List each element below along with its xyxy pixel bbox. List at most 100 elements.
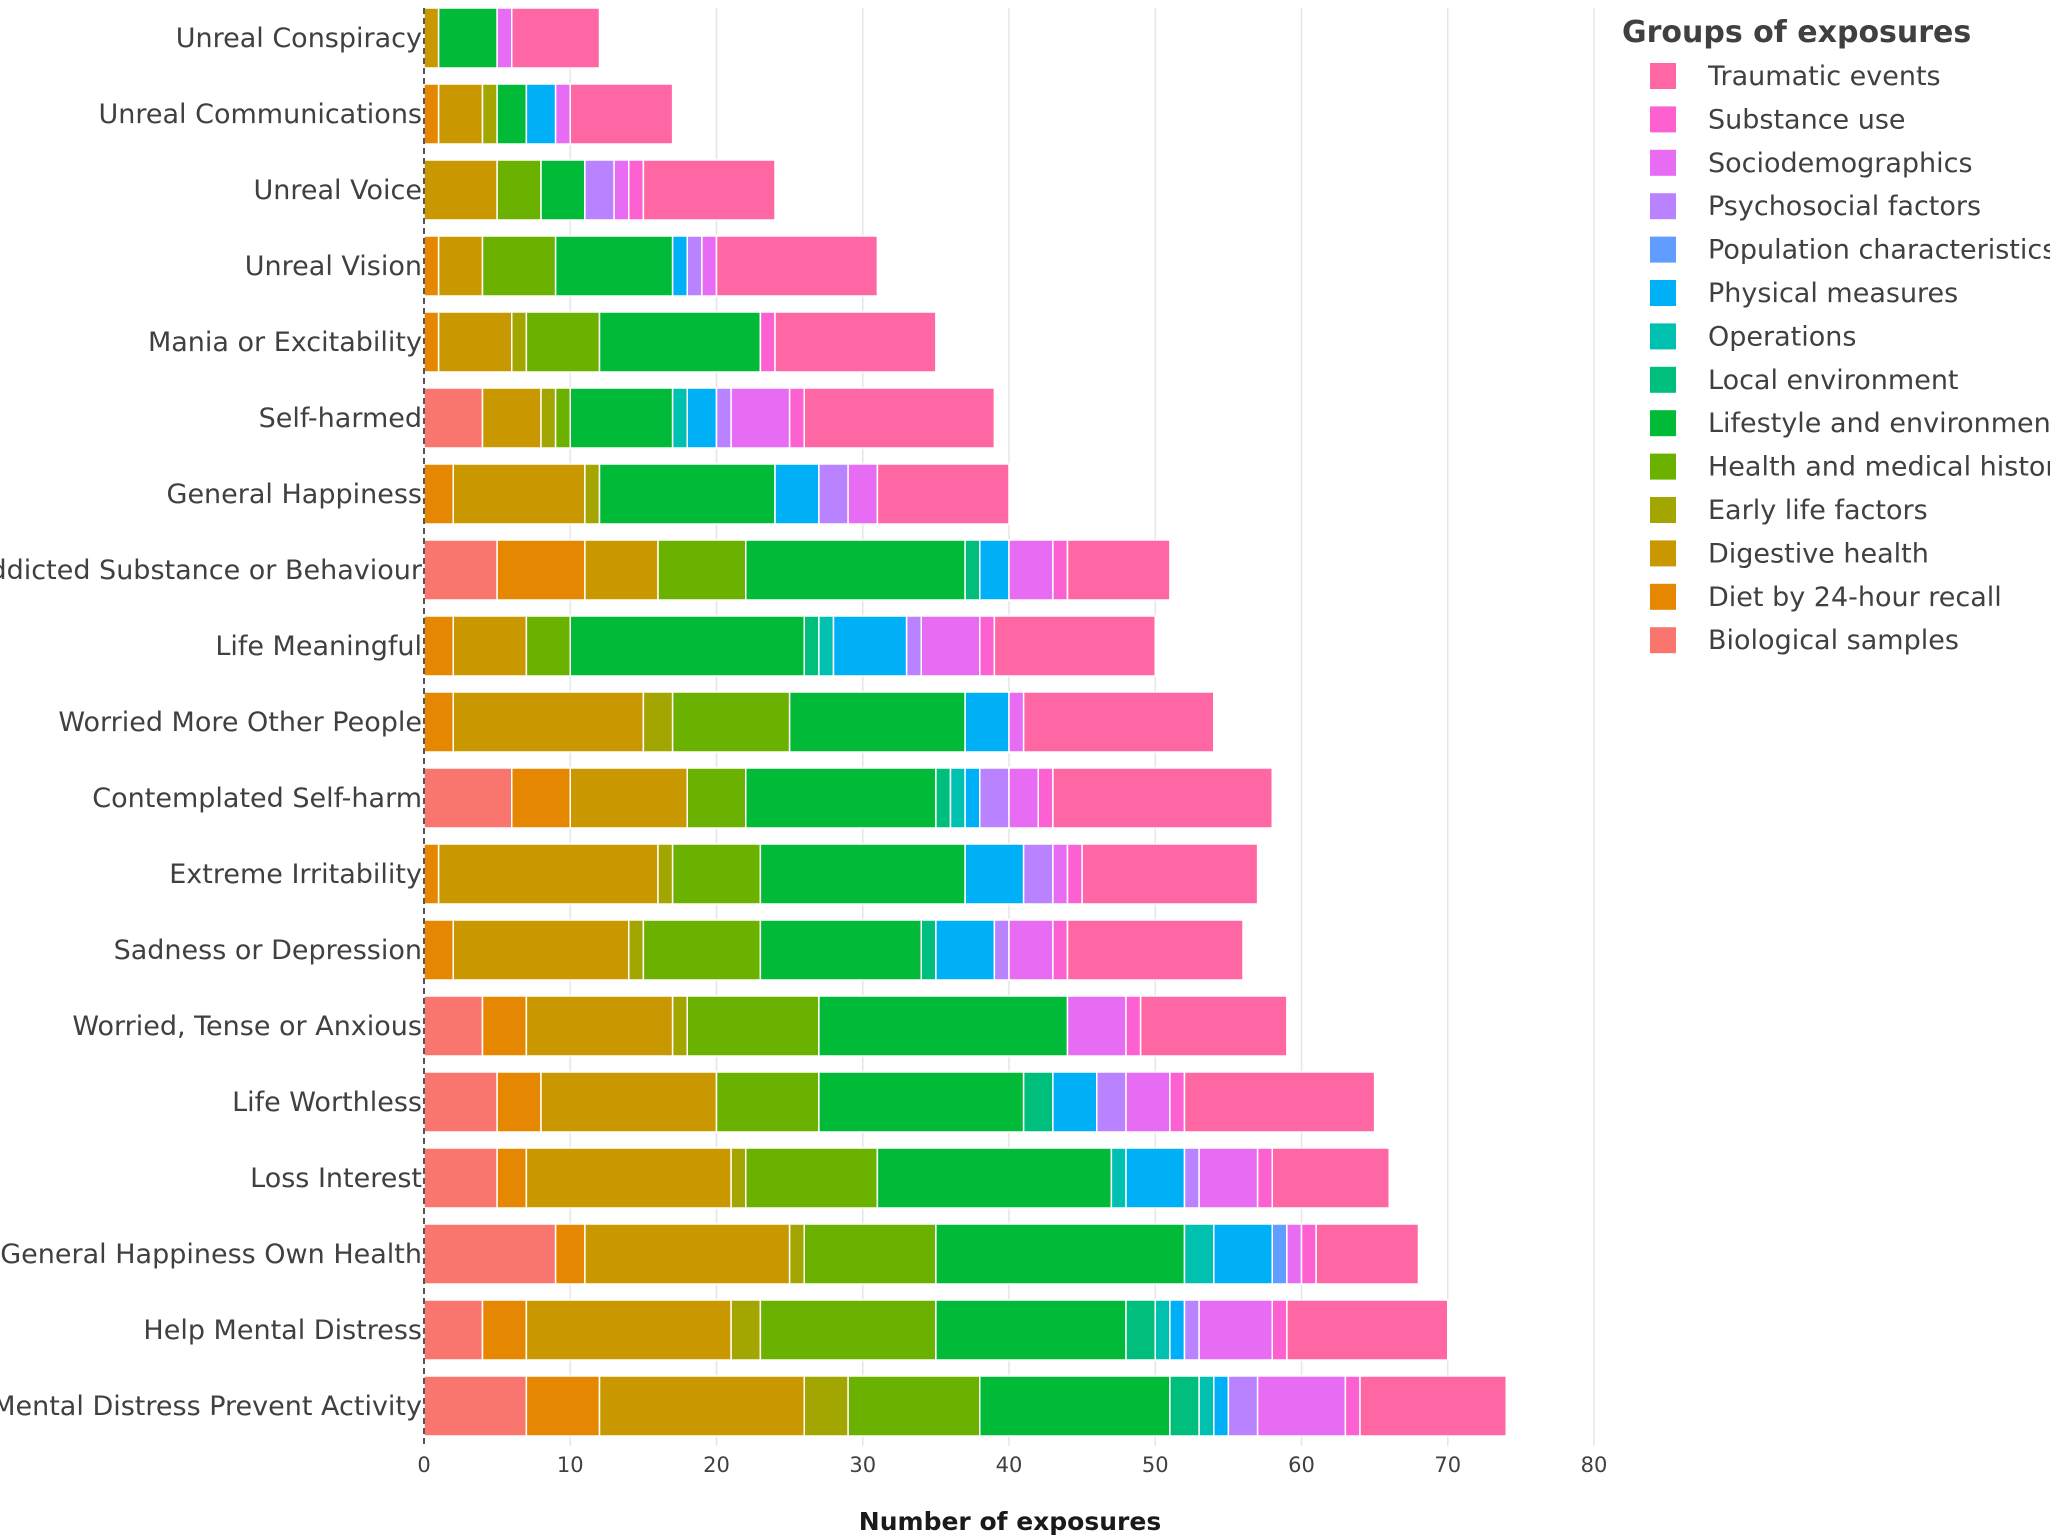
- legend-item-label: Substance use: [1708, 104, 1906, 135]
- bar-segment: [511, 7, 601, 69]
- bar-row: [423, 159, 776, 221]
- bar-segment: [1198, 1147, 1259, 1209]
- bar-segment: [437, 83, 484, 145]
- bar-segment: [1008, 767, 1039, 829]
- bar-row: [423, 843, 1259, 905]
- category-label: Mania or Excitability: [148, 327, 422, 358]
- bar-segment: [1183, 1147, 1200, 1209]
- legend-item-label: Digestive health: [1708, 538, 1929, 569]
- bar-segment: [920, 615, 981, 677]
- x-tick-label: 70: [1434, 1453, 1461, 1477]
- bar-segment: [423, 1223, 557, 1285]
- bar-segment: [554, 1223, 586, 1285]
- bar-segment: [423, 1147, 498, 1209]
- bar-segment: [803, 1375, 849, 1437]
- x-tick-label: 0: [417, 1453, 430, 1477]
- bar-segment: [511, 311, 528, 373]
- bar-segment: [496, 1147, 528, 1209]
- bar-segment: [1008, 919, 1054, 981]
- legend-item-label: Psychosocial factors: [1708, 191, 1981, 222]
- bar-segment: [1008, 691, 1025, 753]
- legend-item-label: Diet by 24-hour recall: [1708, 582, 2002, 613]
- bar-segment: [979, 539, 1010, 601]
- bar-segment: [423, 7, 440, 69]
- bar-segment: [1169, 1299, 1186, 1361]
- bar-segment: [1125, 1299, 1156, 1361]
- bar-segment: [1008, 539, 1054, 601]
- bar-segment: [905, 615, 922, 677]
- x-tick-label: 50: [1142, 1453, 1169, 1477]
- bar-segment: [730, 1299, 762, 1361]
- category-label: Mental Distress Prevent Activity: [0, 1391, 422, 1422]
- x-tick-label: 30: [849, 1453, 876, 1477]
- bar-segment: [745, 767, 937, 829]
- bar-row: [423, 311, 937, 373]
- bar-segment: [598, 1375, 805, 1437]
- category-label: Unreal Voice: [254, 175, 422, 206]
- legend-swatch: [1650, 193, 1676, 220]
- bar-segment: [1213, 1223, 1273, 1285]
- bar-segment: [613, 159, 630, 221]
- bar-segment: [788, 1223, 805, 1285]
- bar-segment: [525, 83, 557, 145]
- bar-segment: [774, 311, 937, 373]
- bar-row: [423, 235, 879, 297]
- bar-segment: [671, 843, 762, 905]
- legend-item-label: Population characteristics: [1708, 235, 2050, 266]
- legend-swatch: [1650, 63, 1676, 89]
- bar-segment: [701, 235, 718, 297]
- bar-segment: [1227, 1375, 1259, 1437]
- bar-segment: [1154, 1299, 1171, 1361]
- bar-segment: [935, 919, 996, 981]
- category-label: Addicted Substance or Behaviour: [0, 555, 423, 586]
- bar-segment: [525, 311, 601, 373]
- bar-segment: [569, 767, 688, 829]
- category-label: Contemplated Self-harm: [92, 783, 422, 814]
- bars: [423, 7, 1507, 1437]
- bar-segment: [759, 311, 776, 373]
- bar-row: [423, 7, 601, 69]
- bar-segment: [569, 83, 674, 145]
- bar-segment: [525, 615, 571, 677]
- legend-swatch: [1650, 280, 1676, 306]
- bar-segment: [964, 843, 1025, 905]
- bar-segment: [511, 767, 571, 829]
- bar-segment: [423, 995, 484, 1057]
- bar-segment: [1183, 1223, 1215, 1285]
- bar-row: [423, 387, 996, 449]
- category-label: Extreme Irritability: [169, 859, 422, 890]
- bar-segment: [1022, 1071, 1054, 1133]
- bar-segment: [876, 463, 1010, 525]
- bar-segment: [569, 615, 805, 677]
- bar-segment: [1052, 539, 1069, 601]
- bar-row: [423, 1147, 1390, 1209]
- bar-segment: [1066, 919, 1244, 981]
- legend-swatch: [1650, 410, 1676, 437]
- bar-row: [423, 1375, 1507, 1437]
- bar-segment: [452, 463, 586, 525]
- bar-segment: [745, 539, 966, 601]
- bar-segment: [876, 1147, 1113, 1209]
- bar-segment: [774, 463, 820, 525]
- bar-segment: [584, 463, 601, 525]
- bar-segment: [1125, 1071, 1171, 1133]
- legend-swatch: [1650, 323, 1676, 350]
- bar-segment: [598, 311, 762, 373]
- bar-segment: [818, 1071, 1025, 1133]
- bar-segment: [540, 159, 586, 221]
- bar-segment: [423, 691, 454, 753]
- bar-segment: [686, 767, 747, 829]
- legend-item-label: Operations: [1708, 321, 1856, 352]
- bar-row: [423, 615, 1156, 677]
- legend-item-label: Lifestyle and environment: [1708, 408, 2050, 439]
- bar-segment: [671, 691, 791, 753]
- legend-item-label: Sociodemographics: [1708, 148, 1973, 179]
- legend-swatch: [1650, 106, 1676, 133]
- bar-segment: [847, 463, 879, 525]
- bar-segment: [554, 83, 571, 145]
- bar-segment: [979, 615, 996, 677]
- bar-segment: [1066, 843, 1083, 905]
- bar-segment: [437, 7, 498, 69]
- bar-segment: [1256, 1375, 1347, 1437]
